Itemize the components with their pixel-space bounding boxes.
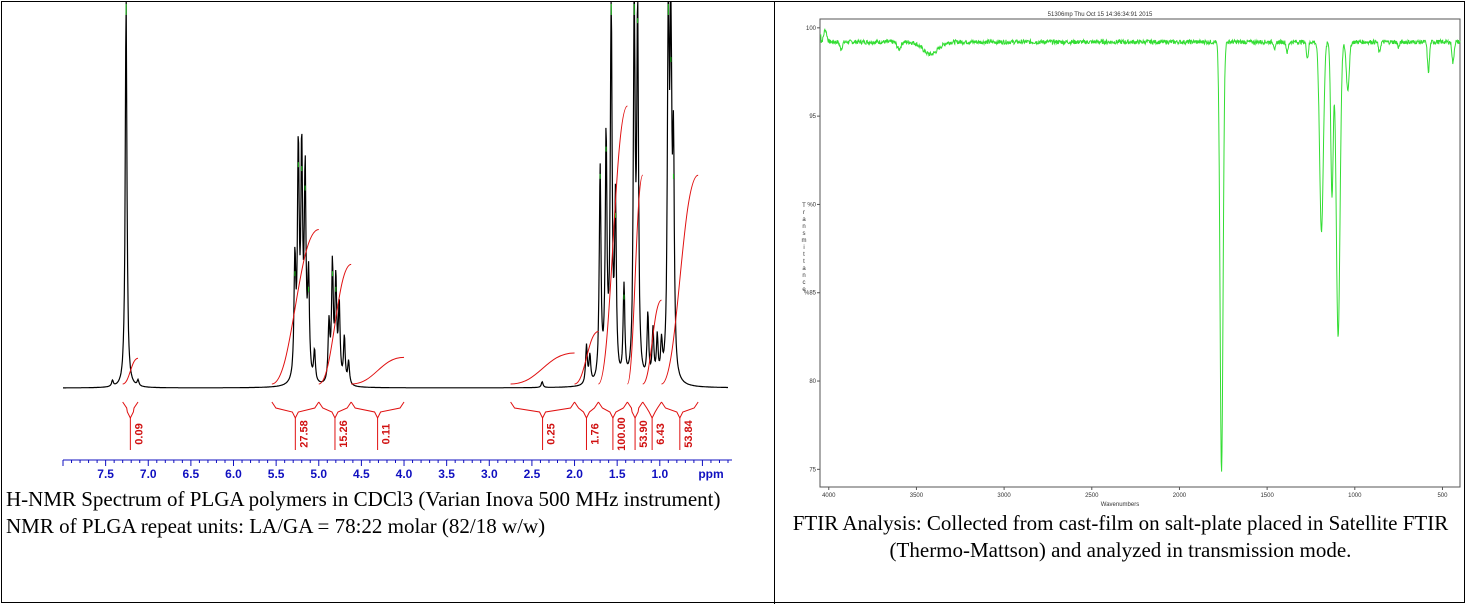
nmr-integral-bracket	[511, 402, 575, 418]
nmr-x-tick-label: 4.5	[353, 467, 370, 481]
nmr-spectrum-chart: 0.09 27.58 15.26 0.11 0.25 1.76 100.00 53.90 6.4…	[2, 2, 773, 482]
ftir-y-label-letter: a	[802, 266, 806, 272]
ftir-y-tick-label: 80	[809, 379, 816, 385]
ftir-y-tick-label: 95	[809, 114, 816, 120]
nmr-x-tick-label: 5.5	[268, 467, 285, 481]
nmr-integral-label: 1.76	[589, 423, 601, 444]
nmr-x-tick-label: 6.0	[225, 467, 242, 481]
nmr-integral-bracket	[123, 402, 138, 418]
nmr-x-tick-label: 2.0	[566, 467, 583, 481]
nmr-integral-bracket	[662, 402, 699, 418]
nmr-x-tick-label: 1.0	[651, 467, 668, 481]
nmr-integral-bracket	[319, 402, 351, 418]
ftir-x-tick-label: 500	[1437, 493, 1448, 499]
ftir-x-tick-label: 3500	[910, 493, 924, 499]
ftir-y-tick-label: 75	[809, 467, 816, 473]
nmr-integral-curve	[351, 357, 404, 384]
ftir-y-tick-label: %0	[807, 202, 816, 208]
ftir-spectrum-line	[820, 30, 1460, 472]
nmr-spectrum-line	[63, 2, 728, 388]
nmr-x-tick-label: 1.5	[609, 467, 626, 481]
nmr-integral-label: 0.09	[133, 423, 145, 444]
nmr-integral-curve	[643, 300, 662, 384]
nmr-x-tick-label: ppm	[698, 467, 723, 481]
nmr-x-tick-label: 3.0	[481, 467, 498, 481]
ftir-y-tick-label: 100	[806, 26, 817, 32]
ftir-y-label-letter: t	[803, 259, 805, 265]
ftir-y-label-letter: s	[803, 231, 806, 237]
nmr-integral-bracket	[272, 402, 319, 418]
ftir-title: 51306mp Thu Oct 15 14:36:34:91 2015	[1048, 12, 1153, 18]
ftir-y-label-letter: c	[803, 280, 806, 286]
nmr-integral-label: 0.25	[546, 423, 558, 444]
nmr-caption: H-NMR Spectrum of PLGA polymers in CDCl3…	[6, 486, 766, 540]
ftir-y-label-letter: n	[802, 273, 805, 279]
nmr-integral-bracket	[351, 402, 404, 418]
ftir-x-tick-label: 2000	[1173, 493, 1187, 499]
ftir-y-label-letter: T	[802, 203, 806, 209]
nmr-integral-bracket	[643, 402, 662, 418]
ftir-y-label-letter: n	[802, 224, 805, 230]
ftir-spectrum-chart: 51306mp Thu Oct 15 14:36:34:91 2015 100 95…	[776, 2, 1465, 507]
nmr-integral-curve	[575, 332, 599, 384]
nmr-integral-label: 53.90	[638, 420, 650, 448]
ftir-x-label: Wavenumbers	[1101, 502, 1139, 507]
nmr-integral-label: 100.00	[616, 417, 628, 451]
nmr-x-tick-label: 4.0	[396, 467, 413, 481]
ftir-x-tick-label: 1500	[1260, 493, 1274, 499]
ftir-x-tick-label: 1000	[1348, 493, 1362, 499]
nmr-integral-label: 15.26	[338, 420, 350, 448]
ftir-x-tick-label: 2500	[1085, 493, 1099, 499]
ftir-panel: 51306mp Thu Oct 15 14:36:34:91 2015 100 95…	[776, 2, 1465, 603]
ftir-x-tick-label: 4000	[822, 493, 836, 499]
nmr-integral-label: 0.11	[381, 424, 393, 445]
nmr-x-tick-label: 7.5	[97, 467, 114, 481]
nmr-integral-bracket	[627, 402, 642, 418]
nmr-integral-label: 6.43	[655, 423, 667, 444]
nmr-panel: 0.09 27.58 15.26 0.11 0.25 1.76 100.00 53.90 6.4…	[2, 2, 773, 603]
ftir-caption: FTIR Analysis: Collected from cast-film …	[776, 510, 1465, 564]
nmr-integral-bracket	[598, 402, 627, 418]
ftir-plot-frame	[820, 19, 1460, 487]
nmr-integral-label: 27.58	[298, 420, 310, 448]
ftir-y-label-letter: r	[803, 210, 805, 216]
nmr-x-tick-label: 5.0	[310, 467, 327, 481]
nmr-x-tick-label: 6.5	[183, 467, 200, 481]
ftir-y-tick-label: %85	[804, 291, 817, 297]
nmr-integral-curve	[511, 353, 575, 384]
nmr-x-tick-label: 2.5	[524, 467, 541, 481]
nmr-x-tick-label: 7.0	[140, 467, 157, 481]
nmr-x-tick-label: 3.5	[438, 467, 455, 481]
nmr-integral-label: 53.84	[683, 419, 695, 447]
nmr-integral-bracket	[575, 402, 599, 418]
ftir-y-label-letter: t	[803, 252, 805, 258]
ftir-y-label-letter: m	[802, 238, 807, 244]
ftir-y-label-letter: a	[802, 217, 806, 223]
column-divider	[774, 1, 775, 604]
ftir-y-label-letter: i	[803, 245, 804, 251]
ftir-x-tick-label: 3000	[997, 493, 1011, 499]
